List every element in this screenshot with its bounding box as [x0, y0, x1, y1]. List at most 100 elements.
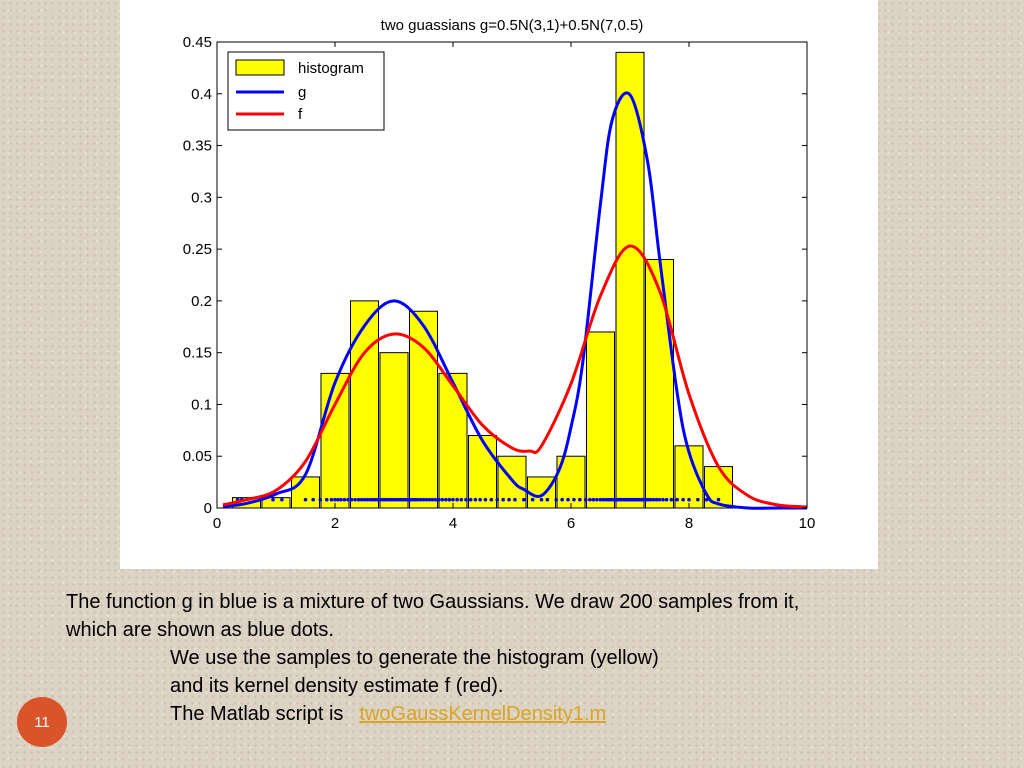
histogram-bar: [644, 258, 675, 509]
sample-dot: [418, 497, 423, 502]
caption: The function g in blue is a mixture of t…: [66, 588, 1016, 728]
sample-dot: [522, 497, 526, 502]
sample-dot: [437, 497, 441, 502]
sample-dot: [318, 497, 323, 502]
sample-dot: [303, 497, 308, 502]
sample-dot: [339, 497, 343, 502]
sample-dot: [654, 497, 659, 502]
sample-dot: [478, 497, 482, 502]
caption-line-3: We use the samples to generate the histo…: [170, 647, 659, 669]
sample-dot: [598, 497, 603, 502]
sample-dot: [501, 497, 505, 502]
sample-dot: [342, 497, 347, 502]
sample-dot: [362, 497, 367, 502]
sample-dot: [311, 497, 315, 502]
sample-dot: [444, 497, 448, 502]
histogram-bar: [261, 497, 291, 509]
sample-dot: [346, 497, 350, 502]
y-tick-label: 0.45: [183, 34, 212, 51]
sample-dot: [459, 497, 464, 502]
x-tick-label: 8: [685, 515, 693, 532]
sample-dot: [530, 497, 535, 502]
sample-dot: [669, 497, 674, 502]
sample-dot: [716, 497, 721, 502]
histogram-bar: [379, 352, 409, 509]
sample-dot: [424, 497, 429, 502]
sample-dot: [495, 497, 500, 502]
sample-dot: [455, 497, 459, 502]
sample-dot: [427, 497, 432, 502]
sample-dot: [675, 497, 679, 502]
histogram-bar: [585, 331, 616, 509]
sample-dot: [545, 497, 550, 502]
sample-dot: [353, 497, 357, 502]
chart-svg: 0 2 4 6 8 10 0 0.05 0.1 0.15 0.2 0.25 0.3 0.35 0.4 0.45…: [183, 17, 816, 532]
sample-dot: [591, 497, 596, 502]
sample-dot: [588, 497, 592, 502]
sample-dot: [464, 497, 468, 502]
sample-dot: [483, 497, 488, 502]
sample-dot: [651, 497, 656, 502]
sample-dot: [349, 497, 354, 502]
histogram-bar: [438, 372, 468, 509]
sample-dot: [359, 497, 364, 502]
y-tick-label: 0.15: [183, 345, 212, 362]
legend-g-label: g: [298, 84, 306, 101]
script-link[interactable]: twoGaussKernelDensity1.m: [359, 703, 607, 725]
caption-line-4: and its kernel density estimate f (red).: [170, 675, 504, 697]
histogram-bar: [467, 435, 498, 509]
sample-dot: [440, 497, 445, 502]
sample-dot: [657, 497, 662, 502]
sample-dot: [595, 497, 599, 502]
sample-dot: [572, 497, 576, 502]
sample-dot: [324, 497, 329, 502]
series-f-line: [222, 244, 808, 509]
sample-dot: [507, 497, 511, 502]
legend-histogram-label: histogram: [298, 60, 364, 77]
sample-dot: [365, 497, 370, 502]
y-tick-label: 0.1: [191, 396, 212, 413]
y-tick-label: 0.4: [191, 86, 212, 103]
legend-f-label: f: [298, 106, 303, 123]
x-tick-label: 2: [331, 515, 339, 532]
histogram-bar: [349, 300, 380, 509]
slide-number-badge: 11: [17, 697, 67, 747]
x-tick-label: 10: [799, 515, 816, 532]
slide-number: 11: [34, 713, 50, 731]
sample-dot: [583, 497, 588, 502]
sample-dot: [415, 497, 420, 502]
sample-dot: [489, 497, 494, 502]
sample-dot: [560, 497, 564, 502]
sample-dot: [601, 497, 606, 502]
sample-dot: [681, 497, 685, 502]
sample-dot: [696, 497, 700, 502]
y-tick-label: 0.25: [183, 241, 212, 258]
sample-dot: [433, 497, 438, 502]
caption-line-2: which are shown as blue dots.: [66, 619, 334, 641]
sample-dot: [664, 497, 669, 502]
x-tick-label: 6: [567, 515, 575, 532]
sample-dot: [566, 497, 570, 502]
y-tick-label: 0: [204, 500, 212, 517]
sample-dot: [687, 497, 691, 502]
x-tick-label: 0: [213, 515, 221, 532]
y-tick-label: 0.2: [191, 293, 212, 310]
sample-dot: [661, 497, 665, 502]
legend-histogram-swatch: [235, 59, 285, 76]
sample-dot: [539, 497, 544, 502]
sample-dot: [333, 497, 337, 502]
caption-script-prefix: The Matlab script is: [170, 703, 344, 725]
sample-dot: [280, 497, 284, 502]
sample-dot: [271, 497, 275, 502]
sample-dot: [473, 497, 478, 502]
sample-dot: [554, 497, 559, 502]
histogram-bar: [290, 476, 321, 509]
chart-title: two guassians g=0.5N(3,1)+0.5N(7,0.5): [381, 17, 644, 34]
caption-line-1: The function g in blue is a mixture of t…: [66, 591, 800, 613]
x-tick-label: 4: [449, 515, 457, 532]
sample-dot: [356, 497, 361, 502]
y-tick-label: 0.3: [191, 189, 212, 206]
series-g-line: [222, 91, 807, 510]
y-tick-label: 0.05: [183, 448, 212, 465]
sample-dot: [451, 497, 455, 502]
